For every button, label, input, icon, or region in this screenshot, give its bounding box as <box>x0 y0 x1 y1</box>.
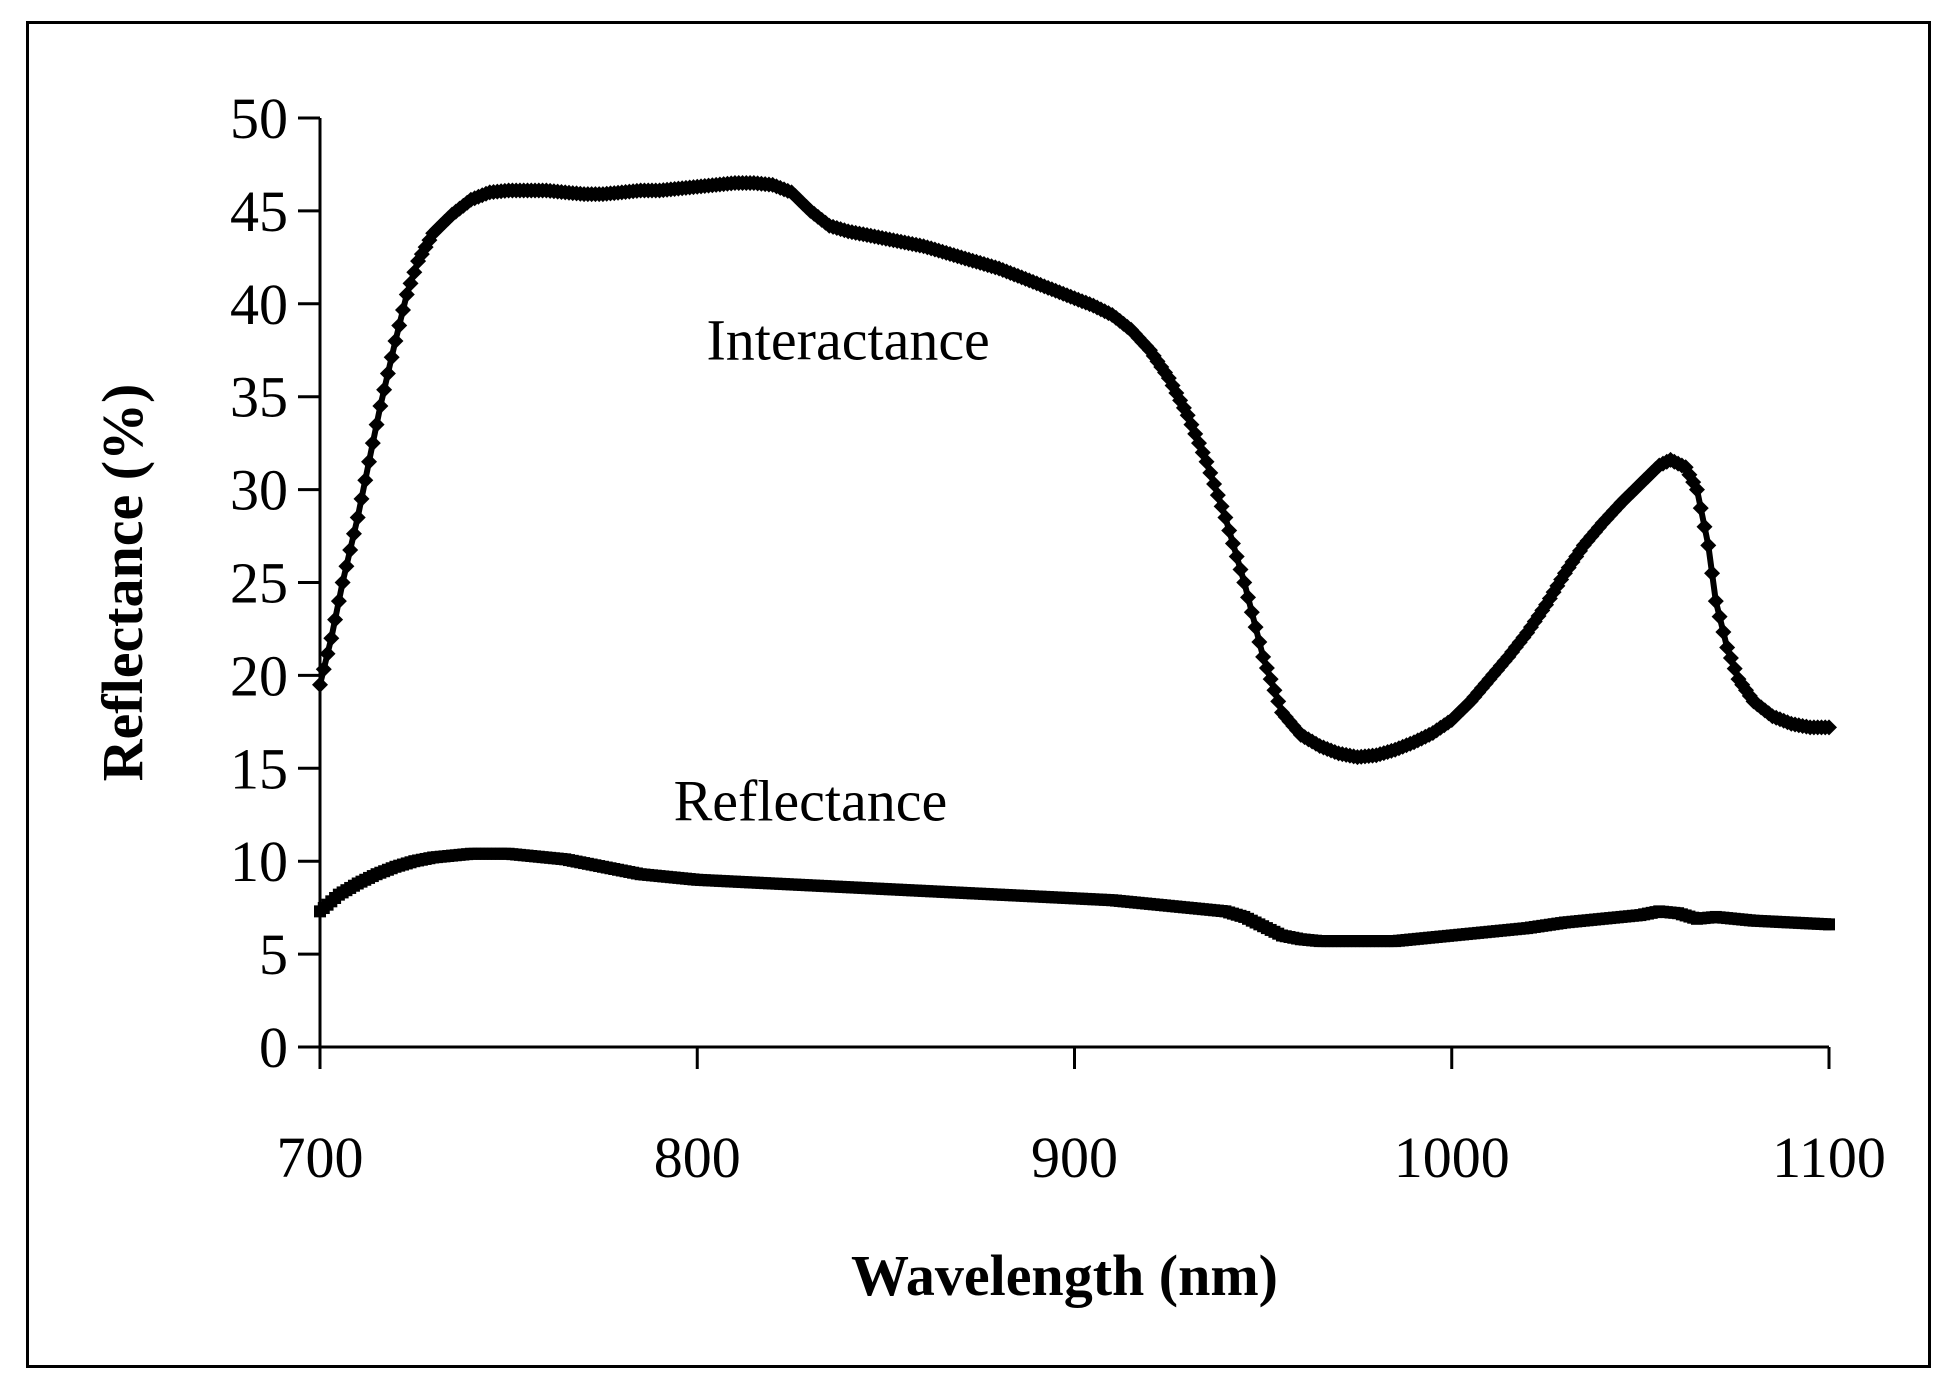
annotation-reflectance: Reflectance <box>674 768 948 833</box>
x-tick-label-900: 900 <box>1031 1125 1118 1190</box>
data-point <box>379 365 396 382</box>
data-point <box>1217 509 1234 526</box>
data-point <box>368 416 385 433</box>
data-point <box>372 397 389 414</box>
y-tick-label-15: 15 <box>230 736 288 801</box>
data-point <box>1823 918 1835 931</box>
y-axis-title: Reflectance (%) <box>90 384 155 782</box>
data-point <box>1711 608 1728 625</box>
data-point <box>1221 522 1238 539</box>
data-point <box>1707 593 1724 610</box>
data-point <box>387 332 404 349</box>
data-point <box>345 525 362 542</box>
y-tick-label-35: 35 <box>230 365 288 430</box>
data-point <box>1236 574 1253 591</box>
data-point <box>334 574 351 591</box>
y-tick-label-10: 10 <box>230 829 288 894</box>
data-point <box>323 630 340 647</box>
x-tick-label-1100: 1100 <box>1772 1125 1886 1190</box>
data-point <box>391 317 408 334</box>
axes-layer <box>298 116 1831 1069</box>
data-point <box>342 541 359 558</box>
data-point <box>394 301 411 318</box>
data-point <box>1692 500 1709 517</box>
data-point <box>1243 604 1260 621</box>
y-tick-label-30: 30 <box>230 458 288 523</box>
data-point <box>1247 619 1264 636</box>
data-point <box>327 611 344 628</box>
y-tick-label-45: 45 <box>230 179 288 244</box>
series-interactance <box>312 175 1837 766</box>
data-point <box>1232 561 1249 578</box>
x-tick-label-700: 700 <box>277 1125 364 1190</box>
labels-layer: 0 5 10 15 20 25 30 35 40 45 50 700 800 900 1000 1100 Wav… <box>90 86 1886 1308</box>
data-point <box>376 381 393 398</box>
y-tick-label-40: 40 <box>230 272 288 337</box>
data-point <box>1251 633 1268 650</box>
x-axis-title: Wavelength (nm) <box>851 1243 1278 1308</box>
series-reflectance <box>314 847 1835 948</box>
data-point <box>361 453 378 470</box>
series-line-interactance <box>317 180 1829 761</box>
y-tick-label-20: 20 <box>230 643 288 708</box>
data-point <box>1240 589 1257 606</box>
data-point <box>353 490 370 507</box>
series-layer <box>312 175 1837 948</box>
data-point <box>319 645 336 662</box>
data-point <box>1715 624 1732 641</box>
y-tick-label-50: 50 <box>230 86 288 151</box>
chart-frame <box>26 21 1931 1368</box>
data-point <box>349 509 366 526</box>
data-point <box>1213 498 1230 515</box>
x-tick-label-800: 800 <box>654 1125 741 1190</box>
y-tick-label-25: 25 <box>230 551 288 616</box>
annotation-interactance: Interactance <box>706 308 989 373</box>
data-point <box>357 472 374 489</box>
data-point <box>1821 719 1837 736</box>
data-point <box>338 558 355 575</box>
y-tick-label-5: 5 <box>259 922 288 987</box>
data-point <box>1704 565 1721 582</box>
data-point <box>1224 535 1241 552</box>
data-point <box>330 593 347 610</box>
data-point <box>1688 481 1705 498</box>
y-tick-label-0: 0 <box>259 1015 288 1080</box>
data-point <box>1228 548 1245 565</box>
data-point <box>383 349 400 366</box>
data-point <box>364 435 381 452</box>
x-tick-label-1000: 1000 <box>1394 1125 1510 1190</box>
data-point <box>1700 537 1717 554</box>
data-point <box>1696 518 1713 535</box>
